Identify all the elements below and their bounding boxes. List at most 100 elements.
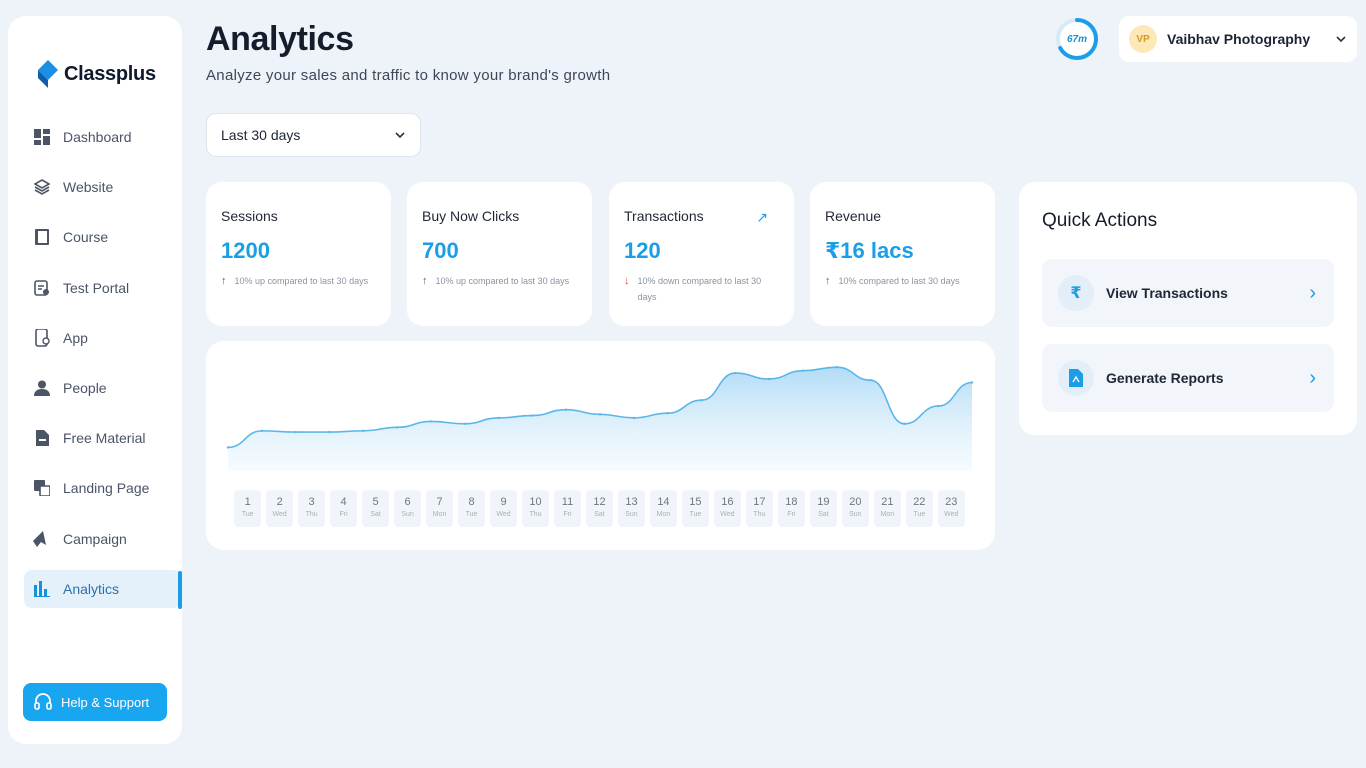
chart-point-15[interactable] (700, 399, 703, 402)
x-tick-day: 21 (881, 496, 894, 508)
stat-card-revenue[interactable]: Revenue ₹16 lacs ↑ 10% compared to last … (810, 182, 995, 326)
x-tick-day: 14 (657, 496, 670, 508)
chart-point-3[interactable] (294, 430, 297, 434)
chart-point-17[interactable] (767, 377, 771, 381)
sidebar-item-label: Landing Page (63, 480, 150, 497)
x-tick-weekday: Mon (432, 511, 447, 518)
chart-point-19[interactable] (835, 365, 838, 369)
help-support-button[interactable]: Help & Support (23, 683, 167, 721)
x-tick-weekday: Sun (625, 511, 638, 518)
x-tick: 14 Mon (649, 490, 678, 527)
x-tick: 22 Tue (905, 490, 933, 527)
progress-ring[interactable]: 67m (1054, 16, 1100, 62)
chart-card: 1 Tue 2 Wed 3 Thu 4 Fri 5 Sat 6 Sun 7 Mon 8 Tue 9 Wed 10 Th… (206, 341, 995, 550)
sidebar-item-label: App (63, 329, 88, 346)
chart-point-4[interactable] (328, 430, 331, 434)
stat-card-sessions[interactable]: Sessions 1200 ↑ 10% up compared to last … (206, 182, 391, 326)
x-tick-day: 8 (468, 496, 475, 508)
stat-value: 700 (422, 238, 459, 263)
x-tick: 5 Sat (361, 490, 390, 527)
x-tick-weekday: Thu (529, 511, 542, 518)
stat-value: ₹16 lacs (825, 238, 914, 263)
account-switcher[interactable]: VP Vaibhav Photography (1119, 16, 1357, 62)
help-support-label: Help & Support (61, 694, 150, 710)
chart-point-1[interactable] (226, 446, 230, 449)
sidebar-item-website[interactable]: Website (24, 168, 182, 206)
chart-point-7[interactable] (429, 420, 433, 423)
x-tick: 6 Sun (393, 490, 422, 527)
chart-point-14[interactable] (666, 411, 669, 415)
chart-point-2[interactable] (260, 429, 264, 433)
brand[interactable]: Classplus (38, 60, 156, 88)
chart-point-5[interactable] (362, 429, 365, 433)
sidebar-item-people[interactable]: People (24, 369, 182, 407)
sidebar-item-analytics[interactable]: Analytics (24, 569, 182, 608)
sidebar-item-landing-page[interactable]: Landing Page (24, 469, 182, 507)
x-tick: 23 Wed (937, 490, 965, 527)
chart-point-12[interactable] (598, 413, 602, 416)
chart-point-8[interactable] (463, 422, 466, 425)
sidebar: Classplus Dashboard Website Course Test … (8, 16, 182, 744)
x-tick-day: 1 (244, 496, 251, 508)
x-tick: 18 Fri (777, 490, 806, 527)
chart-point-18[interactable] (801, 369, 805, 372)
chart-point-22[interactable] (936, 404, 940, 408)
x-tick-weekday: Sun (401, 511, 414, 518)
stat-card-transactions[interactable]: Transactions ↗ 120 ↓ 10% down compared t… (609, 182, 794, 326)
trend-arrow-icon[interactable]: ↗ (756, 209, 768, 225)
sidebar-item-free-material[interactable]: Free Material (24, 419, 182, 457)
x-tick-weekday: Sat (818, 511, 829, 518)
quick-actions-title: Quick Actions (1042, 210, 1158, 231)
x-tick-day: 11 (561, 496, 574, 508)
x-tick-day: 2 (276, 496, 283, 508)
chart-point-11[interactable] (564, 408, 568, 411)
chart-point-13[interactable] (632, 416, 636, 420)
chart-point-10[interactable] (531, 414, 534, 417)
sidebar-item-label: Test Portal (63, 279, 130, 296)
generate-reports-button[interactable]: Generate Reports › (1042, 344, 1334, 412)
x-tick: 10 Thu (521, 490, 550, 527)
x-tick-weekday: Fri (563, 511, 572, 518)
stat-note-text: 10% down compared to last 30 days (637, 276, 762, 302)
rupee-icon: ₹ (1058, 275, 1094, 311)
x-tick-weekday: Fri (787, 511, 796, 518)
x-tick-weekday: Wed (496, 511, 511, 518)
landing-page-icon (33, 479, 51, 497)
x-tick-day: 3 (308, 496, 315, 508)
stat-value: 120 (624, 238, 661, 263)
sidebar-item-course[interactable]: Course (24, 218, 182, 256)
x-tick-day: 6 (404, 496, 411, 508)
chevron-right-icon: › (1309, 281, 1316, 304)
sidebar-item-campaign[interactable]: Campaign (24, 520, 182, 558)
stat-note: ↑ 10% up compared to last 30 days (422, 273, 577, 289)
chart-point-6[interactable] (395, 426, 399, 429)
stat-label: Revenue (825, 208, 882, 224)
sidebar-item-test-portal[interactable]: Test Portal (24, 269, 182, 307)
brand-name: Classplus (64, 62, 156, 85)
x-tick-day: 20 (849, 496, 862, 508)
x-tick-day: 4 (340, 496, 347, 508)
stat-label: Transactions (624, 208, 704, 224)
chart-point-16[interactable] (734, 371, 737, 375)
sidebar-item-label: Course (63, 229, 109, 246)
app-icon (33, 328, 51, 347)
sidebar-item-dashboard[interactable]: Dashboard (24, 118, 182, 156)
headset-icon (34, 693, 52, 710)
x-tick-day: 18 (785, 496, 798, 508)
stat-card-buy-now-clicks[interactable]: Buy Now Clicks 700 ↑ 10% up compared to … (407, 182, 592, 326)
x-tick: 3 Thu (297, 490, 326, 527)
free-material-icon (33, 429, 51, 447)
sidebar-item-label: Campaign (63, 530, 127, 547)
x-tick-day: 17 (753, 496, 766, 508)
chart-point-9[interactable] (497, 416, 500, 420)
chart-point-20[interactable] (869, 378, 872, 382)
x-tick-weekday: Tue (465, 511, 478, 518)
period-dropdown[interactable]: Last 30 days (206, 113, 421, 157)
x-tick: 13 Sun (617, 490, 646, 527)
x-tick-weekday: Tue (913, 511, 926, 518)
chart-point-21[interactable] (903, 422, 906, 425)
website-icon (33, 178, 51, 196)
sidebar-item-app[interactable]: App (24, 319, 182, 357)
view-transactions-button[interactable]: ₹ View Transactions › (1042, 259, 1334, 327)
chart-point-23[interactable] (970, 381, 974, 384)
